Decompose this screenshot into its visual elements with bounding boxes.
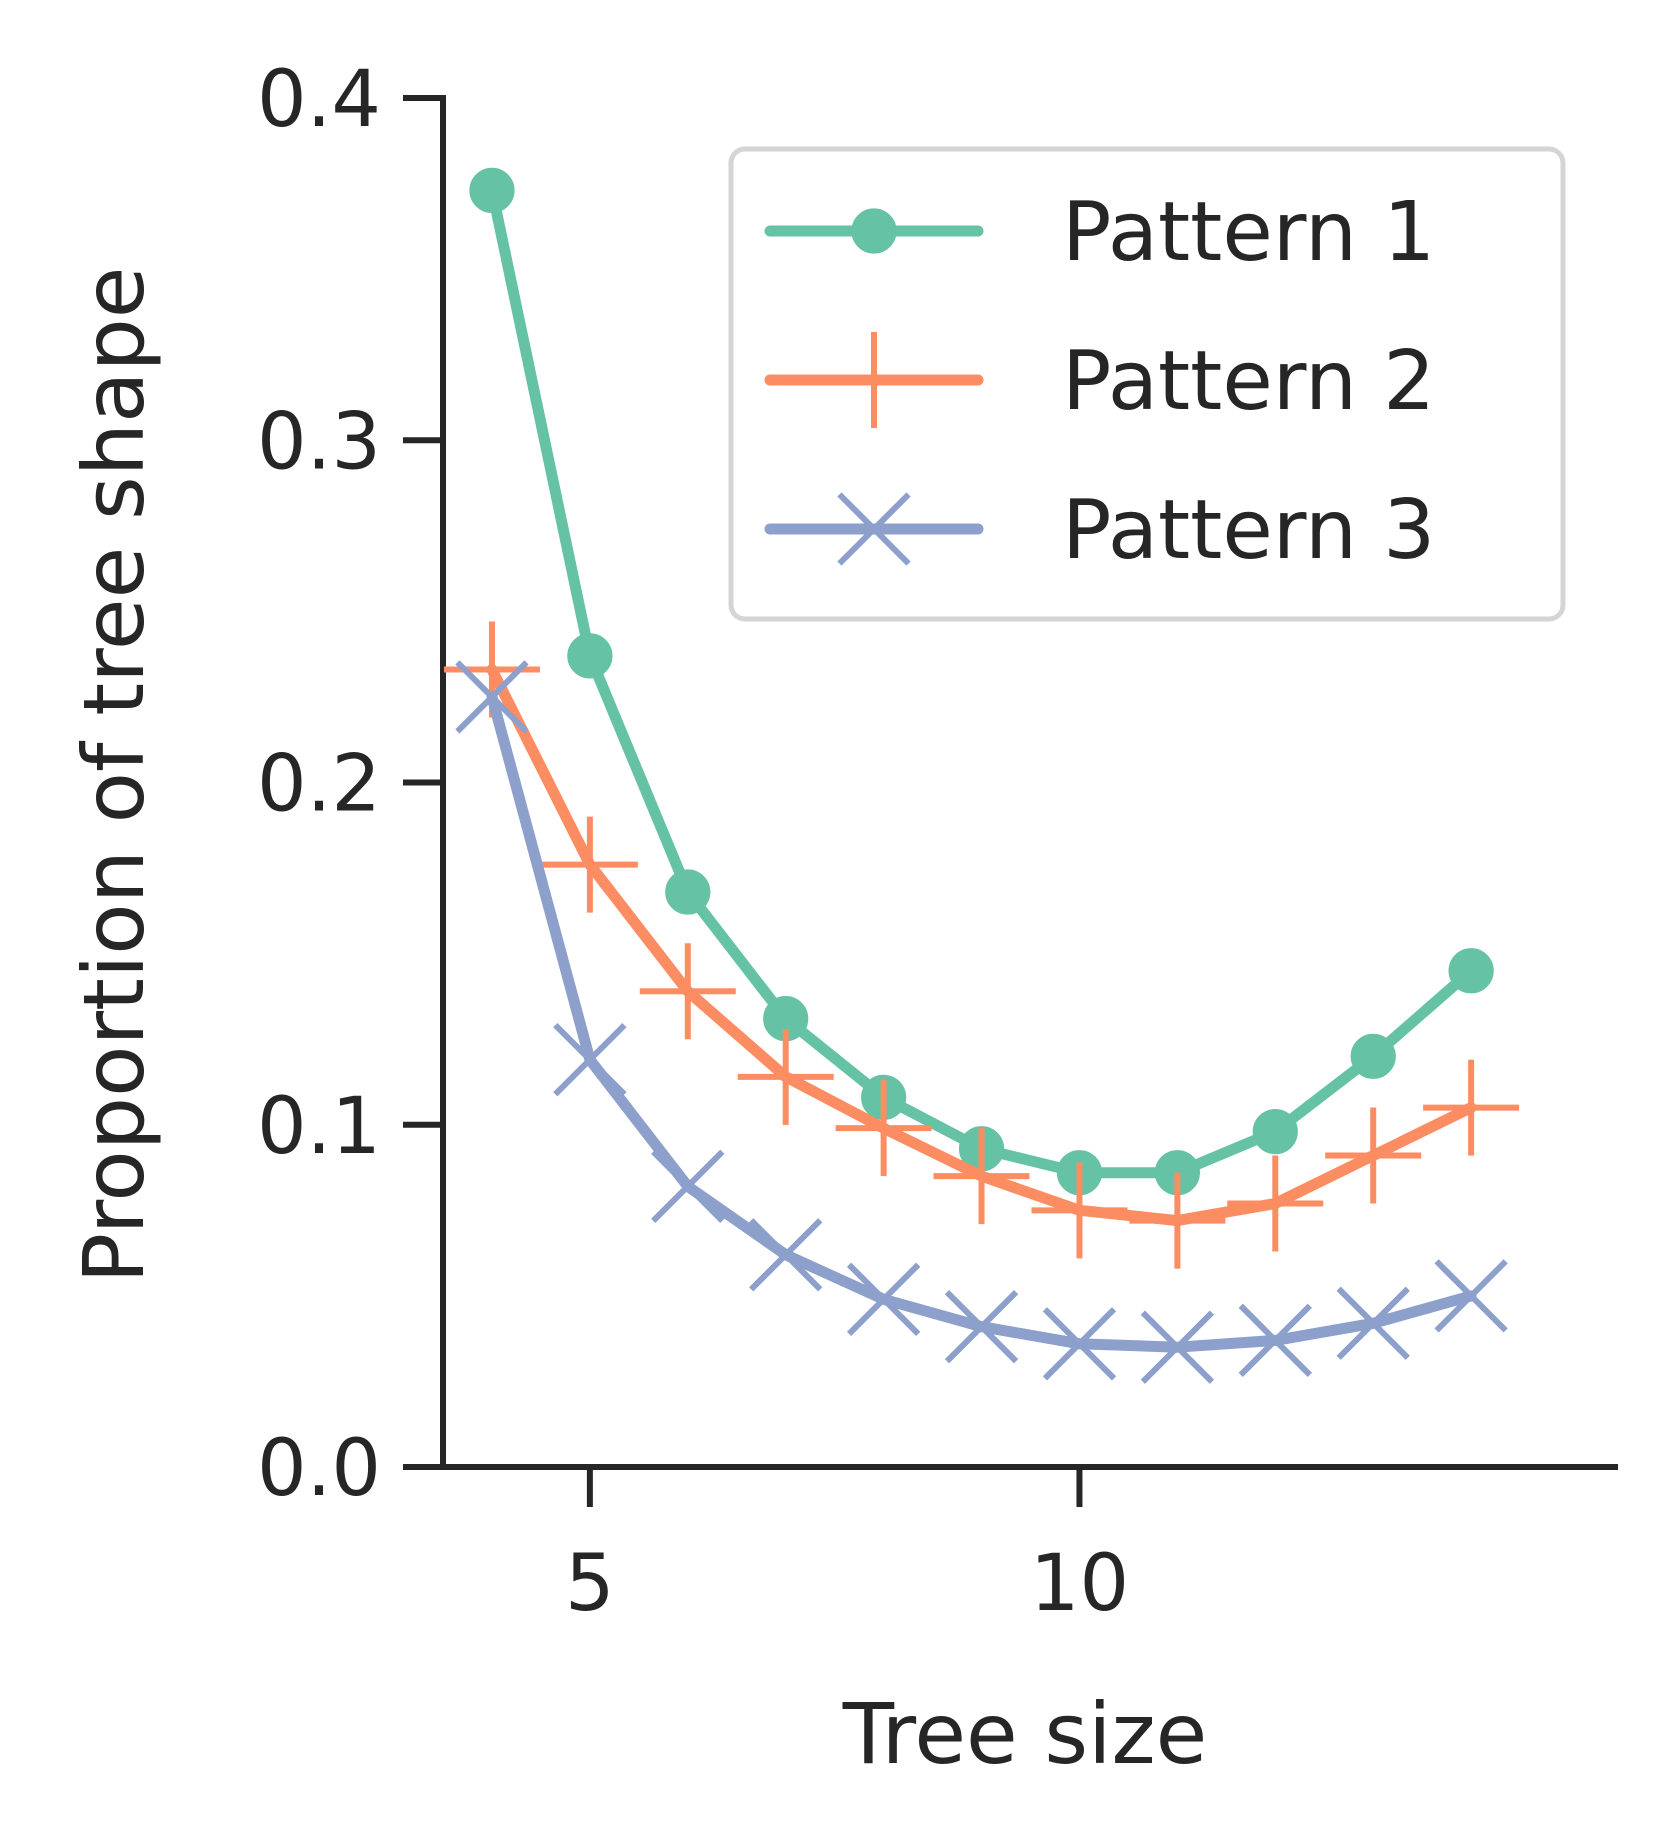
legend-entry-1: Pattern 1 bbox=[764, 185, 1435, 280]
x-marker-b bbox=[1042, 1307, 1117, 1381]
series-point bbox=[1129, 1172, 1226, 1269]
y-tick-label: 0.3 bbox=[257, 397, 381, 487]
series-point bbox=[826, 332, 922, 428]
series-point bbox=[749, 1218, 823, 1292]
series-point bbox=[1140, 1310, 1215, 1384]
x-marker-b bbox=[553, 1023, 627, 1097]
series-point bbox=[1448, 948, 1494, 994]
series-point bbox=[639, 943, 736, 1040]
series-point bbox=[665, 869, 711, 915]
x-tick-label: 5 bbox=[565, 1539, 615, 1629]
series-3 bbox=[455, 660, 1508, 1384]
legend-label: Pattern 3 bbox=[1062, 483, 1435, 578]
y-axis-title: Proportion of tree shape bbox=[65, 267, 163, 1284]
x-marker-b bbox=[837, 492, 911, 566]
series-point bbox=[933, 1128, 1030, 1225]
series-point bbox=[1031, 1162, 1128, 1259]
legend-entry-2: Pattern 2 bbox=[764, 332, 1435, 429]
series-point bbox=[1227, 1155, 1324, 1252]
series-point bbox=[846, 1262, 921, 1336]
series-point bbox=[851, 208, 897, 254]
x-marker-b bbox=[651, 1149, 725, 1224]
series-point bbox=[1336, 1286, 1410, 1360]
x-tick-label: 10 bbox=[1030, 1539, 1129, 1629]
chart-legend: Pattern 1 Pattern 2 Pattern 3 bbox=[728, 146, 1566, 622]
series-point bbox=[541, 816, 638, 913]
x-marker-b bbox=[846, 1262, 921, 1336]
series-point bbox=[651, 1149, 725, 1224]
x-marker-b bbox=[1140, 1310, 1215, 1384]
series-point bbox=[1423, 1059, 1520, 1156]
series-point bbox=[553, 1023, 627, 1097]
series-point bbox=[469, 167, 515, 214]
x-marker-b bbox=[1238, 1303, 1312, 1378]
series-point bbox=[567, 633, 613, 679]
series-point bbox=[737, 1028, 834, 1125]
series-line bbox=[486, 691, 1477, 1353]
y-tick-label: 0.2 bbox=[257, 740, 381, 830]
x-axis-title: Tree size bbox=[842, 1685, 1208, 1783]
series-point bbox=[455, 660, 529, 734]
x-marker-b bbox=[1336, 1286, 1410, 1360]
x-marker-b bbox=[749, 1218, 823, 1292]
legend-entry-3: Pattern 3 bbox=[764, 483, 1435, 578]
legend-box bbox=[728, 146, 1566, 622]
series-point bbox=[1252, 1108, 1298, 1155]
x-marker-b bbox=[455, 660, 529, 734]
y-tick-label: 0.4 bbox=[257, 55, 381, 145]
x-marker-b bbox=[944, 1289, 1019, 1364]
y-tick-label: 0.1 bbox=[257, 1082, 381, 1172]
y-tick-label: 0.0 bbox=[257, 1424, 381, 1514]
series-2 bbox=[443, 621, 1520, 1269]
series-point bbox=[837, 492, 911, 566]
series-point bbox=[1238, 1303, 1312, 1378]
legend-label: Pattern 2 bbox=[1062, 334, 1435, 429]
series-point bbox=[835, 1080, 932, 1177]
series-point bbox=[1434, 1259, 1508, 1333]
x-marker-b bbox=[1434, 1259, 1508, 1333]
chart-axes-layer: 0.0 0.1 0.2 0.3 0.4 5 10 bbox=[257, 55, 1618, 1629]
series-point bbox=[1350, 1033, 1396, 1079]
chart-series-layer bbox=[443, 167, 1520, 1384]
series-point bbox=[1325, 1107, 1422, 1204]
legend-label: Pattern 1 bbox=[1062, 185, 1435, 280]
series-point bbox=[1042, 1307, 1117, 1381]
series-point bbox=[944, 1289, 1019, 1364]
